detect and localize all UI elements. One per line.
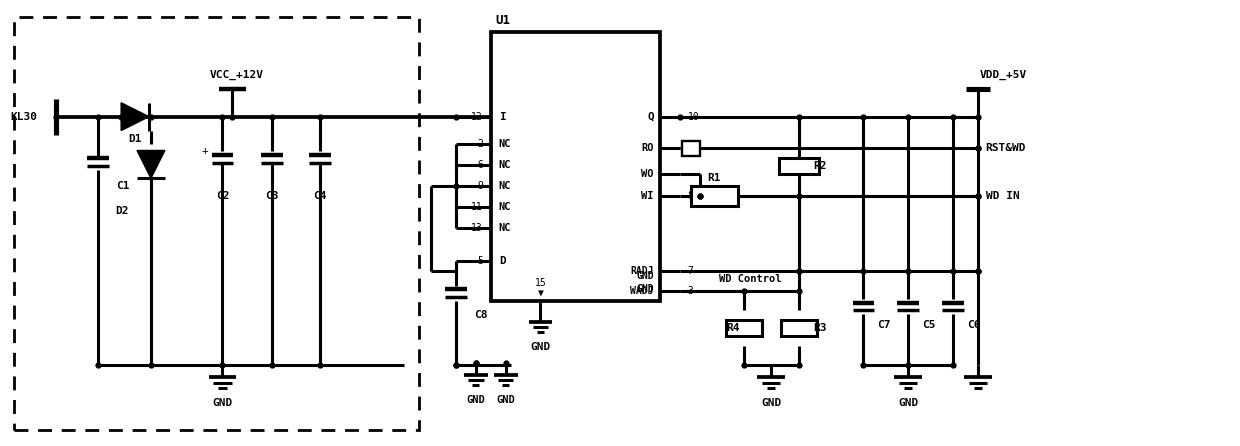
Text: WD IN: WD IN [986,191,1019,201]
Text: C5: C5 [923,320,936,330]
Text: R4: R4 [727,323,740,333]
Text: GND: GND [212,398,233,408]
Text: 2: 2 [477,140,482,149]
Text: C8: C8 [474,310,487,320]
Text: U1: U1 [496,14,511,27]
Text: WADJ: WADJ [630,285,653,296]
Text: GND: GND [531,342,551,352]
Text: 13: 13 [471,223,482,233]
Text: 8: 8 [687,191,693,201]
Text: 5: 5 [477,256,482,266]
Text: 15: 15 [534,277,547,288]
Text: 11: 11 [471,202,482,212]
Text: GND: GND [496,395,515,405]
Text: 12: 12 [471,112,482,122]
Text: NC: NC [498,223,511,233]
Bar [491,32,660,301]
Text: 6: 6 [477,161,482,170]
Text: ▼: ▼ [538,288,543,297]
Text: 3: 3 [687,285,693,296]
Text: I: I [498,112,506,122]
Bar [781,320,817,336]
Text: +: + [201,146,208,157]
Text: R3: R3 [812,323,826,333]
Text: NC: NC [498,161,511,170]
Text: GND: GND [636,271,653,281]
Text: NC: NC [498,181,511,191]
Text: WD Control: WD Control [719,274,782,284]
Text: C4: C4 [314,191,326,201]
Bar [691,186,738,206]
Text: C7: C7 [878,320,890,330]
Text: GND: GND [761,398,781,408]
Text: R2: R2 [812,161,826,171]
Text: R1: R1 [708,173,722,183]
Text: VCC_+12V: VCC_+12V [210,70,263,80]
Bar [727,320,763,336]
Polygon shape [122,103,149,131]
Text: D1: D1 [128,133,141,144]
Text: D: D [498,256,506,266]
Text: NC: NC [498,202,511,212]
Text: RST&WD: RST&WD [986,144,1027,153]
Polygon shape [138,150,165,178]
Text: ▶: ▶ [688,144,693,153]
Text: C2: C2 [216,191,229,201]
Text: VDD_+5V: VDD_+5V [980,70,1027,80]
Text: C6: C6 [967,320,981,330]
Text: D2: D2 [115,206,129,216]
Text: KL30: KL30 [11,112,37,122]
Bar [779,158,818,174]
Text: NC: NC [498,140,511,149]
Text: GND: GND [466,395,485,405]
Text: WI: WI [641,191,653,201]
Bar [682,140,699,157]
Text: 14: 14 [687,144,699,153]
Text: C1: C1 [117,181,130,191]
Text: 7: 7 [687,266,693,276]
Text: WO: WO [641,169,653,179]
Text: C3: C3 [265,191,279,201]
Text: GND: GND [898,398,919,408]
Text: RADJ: RADJ [630,266,653,276]
Text: 9: 9 [477,181,482,191]
Text: GND: GND [636,284,653,293]
Text: RO: RO [641,144,653,153]
Text: 10: 10 [687,112,699,122]
Text: Q: Q [647,112,653,122]
